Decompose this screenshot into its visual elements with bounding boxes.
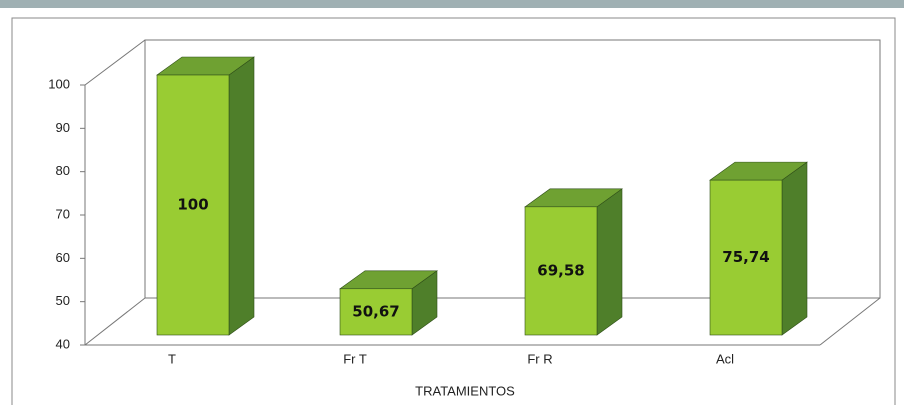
bar: [524, 206, 598, 336]
y-tick-label: 50: [56, 293, 70, 308]
y-tick-label: 40: [56, 336, 70, 351]
top-strip: [0, 0, 904, 8]
bar: [709, 179, 783, 336]
bar: [339, 288, 413, 336]
x-tick-label: Fr R: [527, 351, 552, 366]
y-tick-label: 80: [56, 163, 70, 178]
x-tick-label: Acl: [716, 351, 734, 366]
y-tick-label: 60: [56, 250, 70, 265]
y-tick-label: 90: [56, 120, 70, 135]
value-label: 50,67: [352, 302, 399, 320]
y-tick-label: 100: [48, 76, 70, 91]
frame: [11, 17, 896, 405]
y-tick-label: 70: [56, 206, 70, 221]
x-tick-label: T: [168, 351, 176, 366]
value-label: 75,74: [722, 248, 769, 266]
bar-side: [596, 188, 623, 336]
bar: [156, 74, 230, 336]
value-label: 100: [177, 196, 208, 214]
x-tick-label: Fr T: [343, 351, 367, 366]
bar-side: [781, 161, 808, 336]
x-axis-title: TRATAMIENTOS: [415, 383, 515, 398]
bar-side: [228, 56, 255, 336]
value-label: 69,58: [537, 261, 584, 279]
